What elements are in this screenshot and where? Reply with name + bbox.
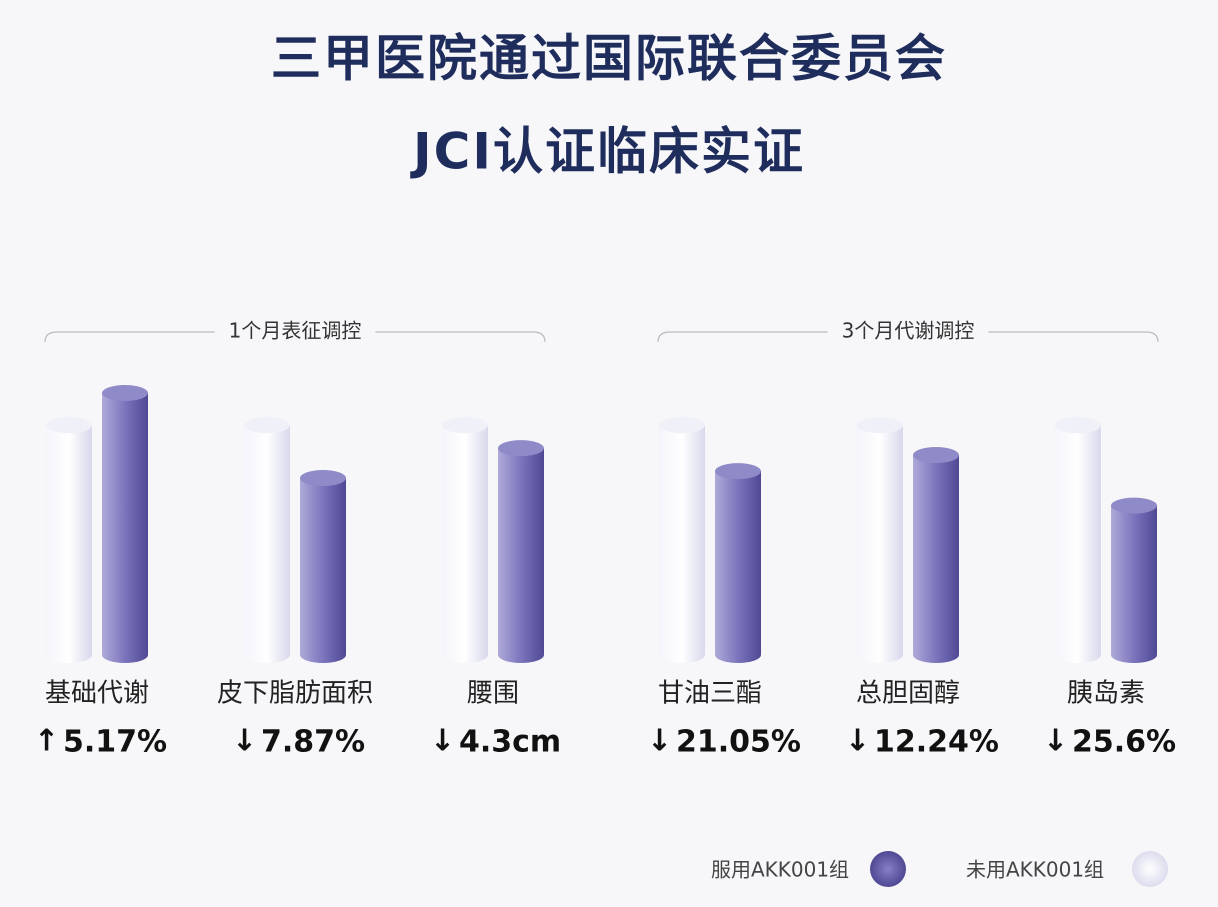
bar [300,478,346,663]
category-label: 总胆固醇 [856,679,960,709]
change-arrow: ↓ [232,724,257,759]
bar-top [1055,417,1101,434]
bar-top [659,417,705,434]
legend-label: 未用AKK001组 [966,858,1104,882]
change-label: 7.87% [261,725,365,760]
change-label: 12.24% [874,725,999,760]
bar-top [715,463,761,480]
bar [498,448,544,663]
group-label: 3个月代谢调控 [842,319,975,343]
chart-title: JCI认证临床实证 [410,123,805,181]
change-arrow: ↓ [845,724,870,759]
group-label: 1个月表征调控 [229,319,362,343]
bar [46,425,92,663]
change-label: 21.05% [676,725,801,760]
change-label: 5.17% [63,725,167,760]
change-label: 25.6% [1072,725,1176,760]
change-arrow: ↑ [34,724,59,759]
bar [102,393,148,663]
bar-top [300,470,346,487]
bar [715,471,761,663]
bar [857,425,903,663]
bar-top [913,447,959,464]
bar-top [102,385,148,401]
category-label: 甘油三酯 [658,679,762,709]
change-arrow: ↓ [1043,724,1068,759]
bar [442,425,488,663]
chart-title: 三甲医院通过国际联合委员会 [271,30,947,88]
bar [659,425,705,663]
bar-top [857,417,903,434]
group-bracket [44,331,546,343]
category-label: 皮下脂肪面积 [217,679,373,709]
bar-top [498,440,544,457]
bar [913,455,959,663]
bar [1055,425,1101,663]
bar-top [1111,497,1157,514]
bar-top [442,417,488,434]
category-label: 基础代谢 [45,679,149,709]
change-arrow: ↓ [430,724,455,759]
legend-label: 服用AKK001组 [711,858,849,882]
category-label: 胰岛素 [1067,679,1145,709]
change-arrow: ↓ [647,724,672,759]
legend-swatch [870,851,906,887]
legend-swatch [1132,851,1168,887]
change-label: 4.3cm [459,725,561,760]
bar [1111,505,1157,663]
bar-top [244,417,290,434]
bar [244,425,290,663]
category-label: 腰围 [467,679,519,709]
bar-top [46,417,92,434]
group-bracket [657,331,1159,343]
